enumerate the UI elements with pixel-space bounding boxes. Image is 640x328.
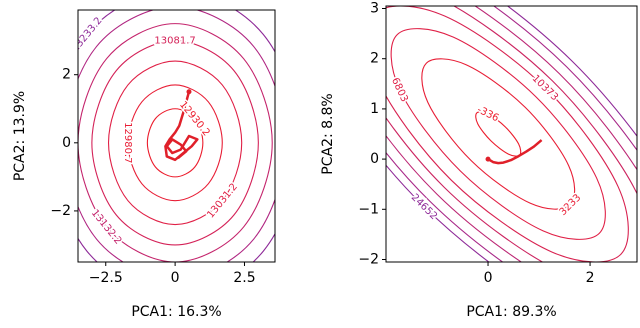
contour-line [78,10,275,262]
y-axis-label: PCA2: 8.8% [320,93,336,174]
x-tick-label: 0 [171,270,180,286]
contour-label: 12980.7 [122,122,133,163]
contour-line [386,6,629,262]
y-tick-label: 0 [62,135,71,151]
contour-line [78,10,275,262]
trajectory-start [186,89,192,95]
y-axis-label: PCA2: 13.9% [12,91,28,181]
contour-label: 13943 [545,261,579,284]
y-tick-label: 3 [370,1,379,17]
contour-label: 6803 [389,76,410,104]
x-axis-label: PCA1: 89.3% [466,304,556,320]
contour-line [386,6,637,262]
contour-line [127,84,223,202]
contour-line [421,58,576,210]
trajectory-start [485,156,491,162]
y-tick-label: 1 [370,101,379,117]
y-tick-label: 2 [62,67,71,83]
trajectory [164,91,199,162]
trajectory [487,139,543,165]
contour-line [146,108,204,178]
axes-frame [385,5,638,263]
panel: 12930.212980.713031.213081.713132.213182… [12,9,292,320]
contour-line [91,40,259,246]
contour-label: 10373 [530,73,560,103]
x-tick-label: 2 [586,270,595,286]
contour-label: 24652 [409,192,439,222]
y-tick-label: 0 [370,151,379,167]
contour-label: 13233.2 [70,15,105,54]
y-tick-label: −1 [358,201,379,217]
x-tick-label: 2.5 [233,270,255,286]
x-tick-label: 0 [484,270,493,286]
contour-label: 3233 [558,192,584,218]
x-axis-label: PCA1: 16.3% [131,304,221,320]
panel: -33632336803103731394317512210822465202−… [320,1,638,320]
y-tick-label: −2 [50,203,71,219]
contour-line [78,23,273,262]
x-tick-label: −2.5 [89,270,123,286]
contour-label: 13081.7 [154,36,195,47]
y-tick-label: 2 [370,51,379,67]
contour-line [390,28,606,240]
contour-label: -336 [475,104,500,124]
plot-area: 12930.212980.713031.213081.713132.213182… [70,10,292,262]
contour-label: 13182.7 [281,122,292,163]
contour-label: 13132.2 [89,208,124,247]
y-tick-label: −2 [358,251,379,267]
contour-line [107,60,243,226]
axes-frame [77,9,276,263]
